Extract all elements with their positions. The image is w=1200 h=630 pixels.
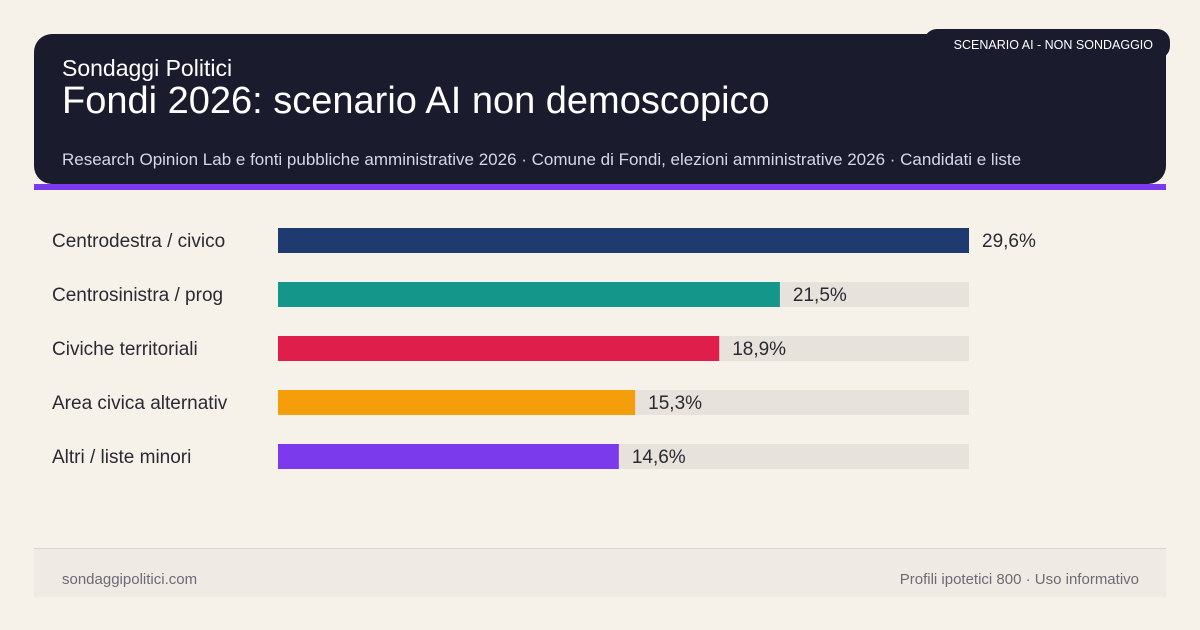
value-label: 21,5%	[793, 285, 847, 306]
bar	[278, 336, 720, 361]
accent-divider	[34, 184, 1166, 190]
category-label: Civiche territoriali	[52, 339, 198, 360]
bar	[278, 390, 636, 415]
brand-name: Sondaggi Politici	[62, 55, 233, 81]
footer-note: Profili ipotetici 800 · Uso informativo	[899, 571, 1139, 588]
bar-chart: Centrodestra / civico 29,6% Centrosinistra…	[52, 228, 1036, 469]
footer: sondaggipolitici.com Profili ipotetici 8…	[34, 548, 1166, 597]
category-label: Centrosinistra / prog	[52, 285, 223, 306]
category-label: Centrodestra / civico	[52, 231, 225, 252]
chart-header: Sondaggi Politici Fondi 2026: scenario A…	[34, 34, 1166, 184]
category-label: Area civica alternativ	[52, 393, 228, 414]
scenario-badge-label: SCENARIO AI - NON SONDAGGIO	[953, 38, 1153, 52]
bar	[278, 228, 969, 253]
value-label: 15,3%	[648, 393, 702, 414]
chart-title: Fondi 2026: scenario AI non demoscopico	[62, 80, 770, 122]
footer-site: sondaggipolitici.com	[62, 571, 198, 588]
bar	[278, 444, 619, 469]
chart-subtitle: Research Opinion Lab e fonti pubbliche a…	[62, 150, 1022, 169]
scenario-badge: SCENARIO AI - NON SONDAGGIO	[924, 29, 1170, 59]
value-label: 18,9%	[732, 339, 786, 360]
value-label: 29,6%	[982, 231, 1036, 252]
category-label: Altri / liste minori	[52, 447, 191, 468]
value-label: 14,6%	[632, 447, 686, 468]
bar	[278, 282, 780, 307]
